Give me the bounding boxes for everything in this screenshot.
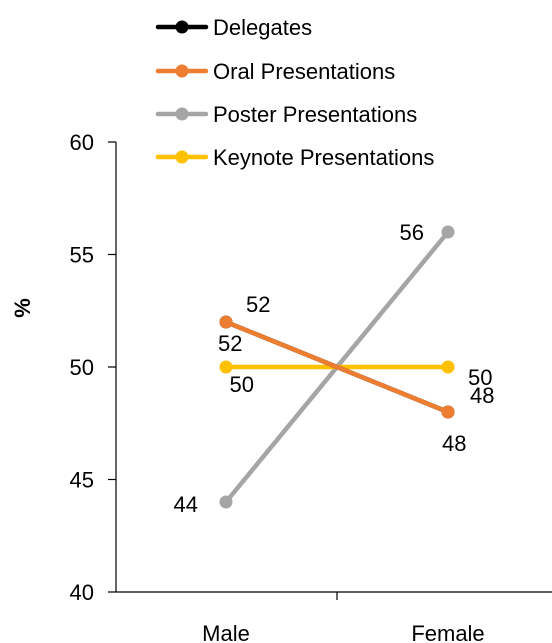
x-tick-label: Male bbox=[202, 621, 250, 643]
series-point-poster-presentations bbox=[441, 225, 455, 239]
y-axis-title: % bbox=[10, 298, 35, 318]
y-tick-label: 45 bbox=[70, 468, 94, 493]
series-point-oral-presentations bbox=[441, 405, 455, 419]
legend-item: Delegates bbox=[155, 15, 312, 40]
y-ticks: 40 45 50 55 60 bbox=[70, 130, 116, 605]
legend: Delegates Oral Presentations Poster Presen… bbox=[155, 15, 434, 170]
data-label: 52 bbox=[246, 292, 270, 317]
legend-item: Keynote Presentations bbox=[155, 145, 434, 170]
series-point-oral-presentations bbox=[219, 315, 233, 329]
data-label: 44 bbox=[174, 492, 198, 517]
y-tick-label: 60 bbox=[70, 130, 94, 155]
x-ticks: Male Female bbox=[202, 592, 485, 643]
legend-label: Delegates bbox=[213, 15, 312, 40]
legend-swatch-marker bbox=[175, 150, 189, 164]
legend-swatch-marker bbox=[175, 64, 189, 78]
series-point-keynote-presentations bbox=[441, 360, 455, 374]
data-label: 48 bbox=[442, 431, 466, 456]
legend-label: Keynote Presentations bbox=[213, 145, 434, 170]
legend-item: Oral Presentations bbox=[155, 59, 395, 84]
data-label: 52 bbox=[218, 331, 242, 356]
data-label: 48 bbox=[470, 383, 494, 408]
legend-label: Oral Presentations bbox=[213, 59, 395, 84]
series-point-poster-presentations bbox=[219, 495, 233, 509]
legend-swatch-marker bbox=[175, 107, 189, 121]
y-tick-label: 55 bbox=[70, 243, 94, 268]
legend-label: Poster Presentations bbox=[213, 102, 417, 127]
x-tick-label: Female bbox=[411, 621, 484, 643]
legend-item: Poster Presentations bbox=[155, 102, 417, 127]
series-point-keynote-presentations bbox=[219, 360, 233, 374]
series-line-oral-presentations bbox=[223, 319, 451, 415]
y-tick-label: 40 bbox=[70, 580, 94, 605]
data-label: 50 bbox=[468, 365, 492, 390]
legend-swatch-marker bbox=[175, 20, 189, 34]
data-label: 56 bbox=[400, 220, 424, 245]
data-label: 50 bbox=[230, 372, 254, 397]
series-group bbox=[219, 225, 455, 509]
data-labels: 52 48 52 48 44 56 50 50 bbox=[174, 220, 495, 517]
y-tick-label: 50 bbox=[70, 355, 94, 380]
